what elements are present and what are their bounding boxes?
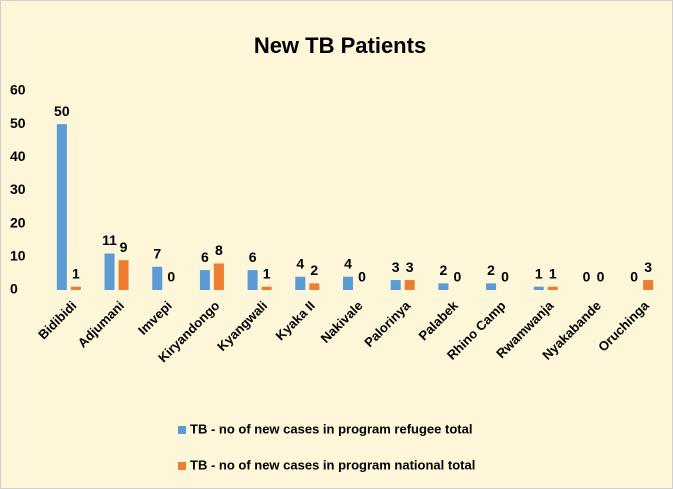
value-label: 50: [54, 103, 70, 119]
y-tick-label: 50: [10, 115, 26, 131]
bar: [213, 263, 224, 290]
value-label: 8: [215, 242, 223, 258]
bar: [295, 276, 306, 290]
value-label: 0: [583, 269, 591, 285]
value-label: 3: [644, 259, 652, 275]
legend-label: TB - no of new cases in program refugee …: [190, 421, 472, 436]
legend-marker: [178, 426, 186, 434]
value-label: 4: [296, 255, 304, 271]
bar: [199, 270, 210, 290]
value-label: 0: [501, 269, 509, 285]
value-label: 3: [406, 259, 414, 275]
value-label: 11: [102, 232, 117, 248]
y-tick-label: 10: [10, 248, 26, 264]
y-tick-label: 20: [10, 214, 26, 230]
value-label: 9: [120, 239, 128, 255]
legend-label: TB - no of new cases in program national…: [190, 457, 475, 472]
value-label: 7: [153, 245, 161, 261]
value-label: 6: [201, 249, 209, 265]
y-tick-label: 40: [10, 148, 26, 164]
value-label: 2: [439, 262, 447, 278]
bar: [486, 283, 497, 290]
value-label: 0: [630, 269, 638, 285]
bar: [404, 280, 415, 290]
bar: [547, 286, 558, 290]
value-label: 1: [549, 265, 557, 281]
bar: [70, 286, 81, 290]
y-tick-label: 30: [10, 181, 26, 197]
value-label: 0: [597, 269, 605, 285]
value-label: 0: [453, 269, 461, 285]
bar: [56, 124, 67, 291]
value-label: 1: [263, 265, 271, 281]
value-label: 1: [72, 265, 80, 281]
bar: [152, 266, 163, 290]
bar: [343, 276, 353, 290]
bar: [104, 253, 115, 290]
y-tick-label: 0: [10, 281, 18, 297]
value-label: 2: [487, 262, 495, 278]
value-label: 2: [310, 262, 318, 278]
bar: [118, 260, 129, 290]
bar: [247, 270, 258, 290]
value-label: 3: [392, 259, 400, 275]
y-tick-label: 60: [10, 82, 26, 98]
value-label: 0: [167, 269, 175, 285]
bar: [533, 286, 544, 290]
value-label: 4: [344, 255, 352, 271]
bar: [261, 286, 272, 290]
bar: [309, 283, 320, 290]
value-label: 0: [358, 269, 366, 285]
legend-marker: [178, 462, 186, 470]
value-label: 1: [535, 265, 543, 281]
bar: [390, 280, 401, 290]
chart-title: New TB Patients: [254, 33, 426, 58]
value-label: 6: [249, 249, 257, 265]
bar: [643, 280, 654, 290]
bar: [438, 283, 449, 290]
